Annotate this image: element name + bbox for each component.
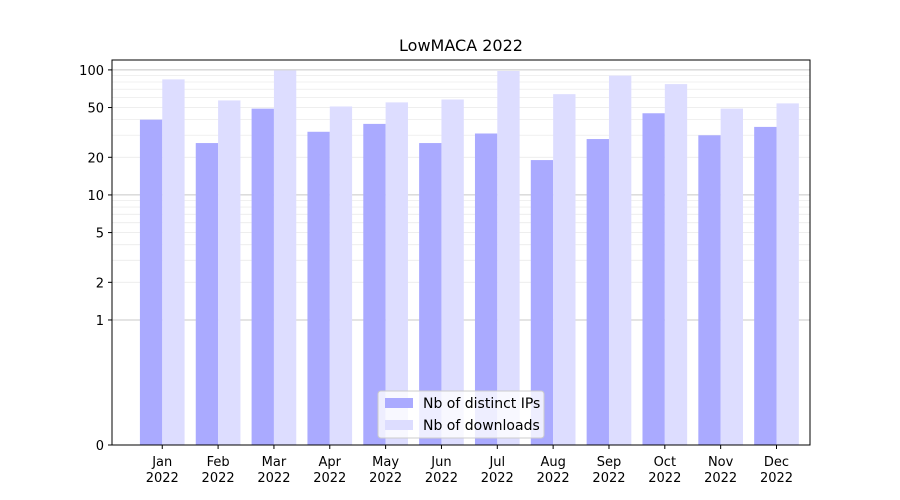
y-tick-label: 0 bbox=[96, 439, 104, 454]
bar-distinct-ips bbox=[139, 119, 163, 446]
bar-distinct-ips bbox=[251, 108, 274, 445]
bar-downloads bbox=[608, 75, 632, 446]
y-tick-label: 50 bbox=[87, 102, 104, 117]
legend-swatch-distinct-ips bbox=[385, 398, 413, 408]
y-tick-label: 5 bbox=[96, 227, 104, 242]
x-tick-label-line: Jan bbox=[151, 455, 172, 470]
y-tick-label: 100 bbox=[79, 64, 104, 79]
x-tick-label-line: 2022 bbox=[537, 471, 570, 486]
y-tick-label: 10 bbox=[87, 189, 104, 204]
x-tick-label-line: Feb bbox=[207, 455, 230, 470]
bar-downloads bbox=[273, 70, 297, 445]
bar-distinct-ips bbox=[363, 123, 386, 445]
bar-downloads bbox=[497, 70, 520, 446]
x-tick-label: Jul 2022 bbox=[481, 455, 514, 486]
x-tick-label: Dec 2022 bbox=[760, 455, 793, 486]
bar-downloads bbox=[218, 100, 241, 445]
x-tick-label: Nov 2022 bbox=[704, 455, 737, 486]
x-tick-label-line: Apr bbox=[319, 455, 342, 470]
x-tick-label-line: 2022 bbox=[704, 471, 737, 486]
bar-downloads bbox=[776, 103, 799, 446]
legend-label-downloads: Nb of downloads bbox=[423, 418, 540, 434]
x-tick-label-line: 2022 bbox=[592, 471, 625, 486]
bar-downloads bbox=[162, 79, 185, 446]
legend-swatch-downloads bbox=[385, 420, 413, 430]
y-tick-label: 1 bbox=[96, 314, 104, 329]
x-tick-label: May 2022 bbox=[369, 455, 402, 486]
x-tick-label-line: 2022 bbox=[369, 471, 402, 486]
bar-downloads bbox=[385, 102, 408, 445]
x-tick-label-line: 2022 bbox=[648, 471, 681, 486]
x-tick-label: Apr 2022 bbox=[313, 455, 346, 486]
bar-distinct-ips bbox=[754, 126, 777, 446]
y-tick-label: 20 bbox=[87, 151, 104, 166]
x-tick-label: Jan 2022 bbox=[146, 455, 179, 486]
x-tick-label: Mar 2022 bbox=[257, 455, 290, 486]
bar-downloads bbox=[441, 99, 464, 446]
x-tick-label-line: 2022 bbox=[146, 471, 179, 486]
x-tick-label-line: 2022 bbox=[481, 471, 514, 486]
bar-downloads bbox=[720, 108, 743, 445]
x-tick-label-line: 2022 bbox=[760, 471, 793, 486]
chart-title: LowMACA 2022 bbox=[399, 36, 523, 55]
x-tick-label-line: Aug bbox=[540, 455, 565, 470]
x-tick-label-line: 2022 bbox=[425, 471, 458, 486]
plot-frame bbox=[111, 59, 811, 446]
x-tick-label-line: 2022 bbox=[257, 471, 290, 486]
bar-distinct-ips bbox=[698, 135, 721, 445]
x-tick-label-line: Oct bbox=[654, 455, 676, 470]
x-tick-label: Jun 2022 bbox=[425, 455, 458, 486]
bar-downloads bbox=[664, 84, 688, 446]
bar-distinct-ips bbox=[419, 143, 442, 445]
x-tick-label-line: Mar bbox=[262, 455, 287, 470]
x-tick-label-line: Sep bbox=[597, 455, 622, 470]
x-tick-label: Aug 2022 bbox=[537, 455, 570, 486]
bar-distinct-ips bbox=[586, 139, 609, 445]
x-tick-label-line: Dec bbox=[764, 455, 789, 470]
bar-distinct-ips bbox=[474, 133, 498, 445]
bar-downloads bbox=[329, 106, 353, 445]
x-tick-label: Oct 2022 bbox=[648, 455, 681, 486]
x-tick-label-line: Jun bbox=[430, 455, 451, 470]
legend-box bbox=[377, 390, 545, 439]
bar-downloads bbox=[553, 94, 576, 446]
bar-distinct-ips bbox=[530, 160, 554, 445]
legend: Nb of distinct IPs Nb of downloads bbox=[377, 390, 545, 439]
bar-distinct-ips bbox=[642, 113, 665, 445]
x-tick-label-line: Nov bbox=[708, 455, 734, 470]
x-tick-label-line: 2022 bbox=[202, 471, 235, 486]
x-tick-label: Sep 2022 bbox=[592, 455, 625, 486]
bar-distinct-ips bbox=[195, 143, 219, 445]
legend-label-distinct-ips: Nb of distinct IPs bbox=[423, 396, 540, 412]
x-tick-label-line: Jul bbox=[488, 455, 505, 470]
x-tick-label-line: May bbox=[372, 455, 399, 470]
bars-layer bbox=[139, 70, 799, 446]
x-tick-label-line: 2022 bbox=[313, 471, 346, 486]
x-tick-label: Feb 2022 bbox=[202, 455, 235, 486]
y-tick-label: 2 bbox=[96, 276, 104, 291]
y-axis: 0 1 2 5 10 20 50 100 bbox=[79, 64, 112, 454]
bar-distinct-ips bbox=[307, 131, 330, 445]
